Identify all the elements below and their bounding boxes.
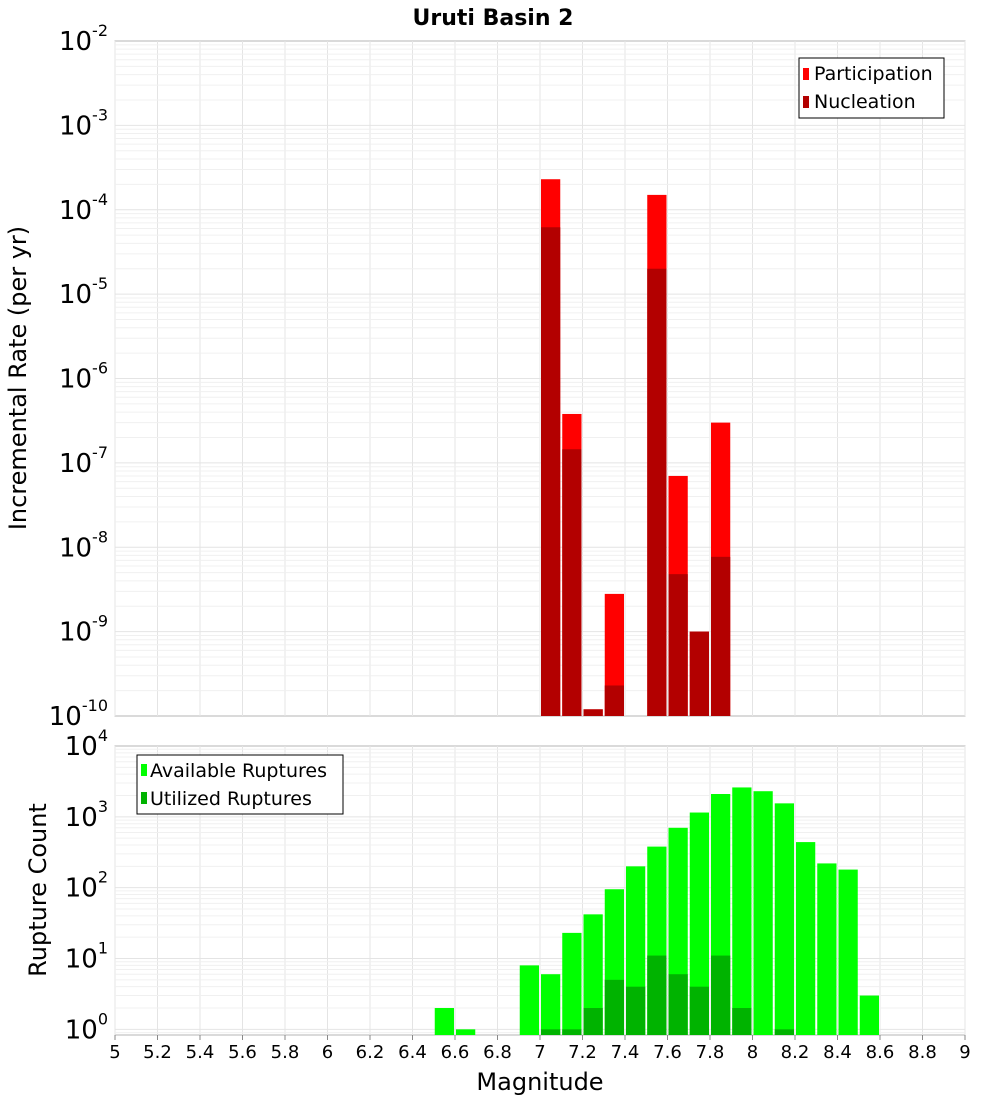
bottom-y-axis-label: Rupture Count bbox=[24, 803, 52, 977]
bot-bar-utilized-ruptures bbox=[732, 1008, 752, 1035]
top-legend: Participation Nucleation bbox=[798, 57, 945, 119]
x-tick-label: 7.6 bbox=[653, 1042, 682, 1063]
x-ticks: 5 5.2 5.4 5.6 5.8 6 6.2 6.4 6.6 6.8 7 7.2 7.4 7.6 7.8 8… bbox=[109, 1035, 971, 1063]
bot-bar-available-ruptures bbox=[732, 787, 752, 1035]
bot-bar-available-ruptures bbox=[838, 869, 858, 1035]
x-tick-label: 6.4 bbox=[398, 1042, 427, 1063]
bot-bar-available-ruptures bbox=[434, 1008, 454, 1035]
top-bar-nucleation bbox=[541, 227, 561, 716]
bottom-legend: Available Ruptures Utilized Ruptures bbox=[136, 754, 344, 815]
x-tick-label: 8.8 bbox=[908, 1042, 937, 1063]
legend-swatch-utilized bbox=[141, 792, 147, 804]
x-tick-label: 6 bbox=[322, 1042, 333, 1063]
top-bar-nucleation bbox=[711, 556, 731, 716]
bot-bar-utilized-ruptures bbox=[583, 1008, 603, 1035]
bot-bar-utilized-ruptures bbox=[541, 1029, 561, 1035]
x-tick-label: 7 bbox=[534, 1042, 545, 1063]
chart-title: Uruti Basin 2 bbox=[413, 6, 574, 31]
legend-label-nucleation: Nucleation bbox=[814, 91, 916, 113]
bot-bar-available-ruptures bbox=[583, 914, 603, 1035]
legend-label-participation: Participation bbox=[814, 63, 933, 85]
x-tick-label: 7.8 bbox=[696, 1042, 725, 1063]
x-tick-label: 5.4 bbox=[186, 1042, 215, 1063]
bot-bar-available-ruptures bbox=[541, 974, 561, 1035]
y-tick-label: 102 bbox=[65, 868, 108, 904]
x-tick-label: 6.2 bbox=[356, 1042, 385, 1063]
bot-bar-available-ruptures bbox=[859, 995, 879, 1035]
bot-bar-available-ruptures bbox=[774, 803, 794, 1035]
x-tick-label: 7.4 bbox=[611, 1042, 640, 1063]
top-bar-nucleation bbox=[668, 574, 688, 716]
x-tick-label: 5.8 bbox=[271, 1042, 300, 1063]
y-tick-label: 101 bbox=[65, 939, 108, 975]
y-tick-label: 10-6 bbox=[59, 359, 108, 395]
top-bar-nucleation bbox=[689, 631, 709, 716]
legend-swatch-participation bbox=[803, 68, 809, 80]
x-tick-label: 9 bbox=[959, 1042, 970, 1063]
top-bar-nucleation bbox=[647, 268, 667, 716]
y-tick-label: 10-9 bbox=[59, 612, 108, 648]
y-tick-label: 10-3 bbox=[59, 105, 108, 141]
y-tick-label: 10-10 bbox=[49, 696, 108, 732]
y-tick-label: 10-8 bbox=[59, 527, 108, 563]
x-tick-label: 8.4 bbox=[823, 1042, 852, 1063]
legend-label-utilized: Utilized Ruptures bbox=[150, 788, 312, 810]
y-tick-label: 10-5 bbox=[59, 274, 108, 310]
bot-bar-utilized-ruptures bbox=[604, 979, 624, 1035]
legend-swatch-available bbox=[141, 764, 147, 776]
top-y-ticks: 10-10 10-9 10-8 10-7 10-6 10-5 10-4 10-3 10-2 bbox=[49, 21, 108, 732]
x-tick-label: 6.8 bbox=[483, 1042, 512, 1063]
bot-bar-available-ruptures bbox=[689, 812, 709, 1035]
legend-label-available: Available Ruptures bbox=[150, 760, 327, 782]
x-tick-label: 6.6 bbox=[441, 1042, 470, 1063]
x-tick-label: 5.2 bbox=[143, 1042, 172, 1063]
top-gridlines bbox=[114, 41, 966, 716]
bot-bar-utilized-ruptures bbox=[562, 1029, 582, 1035]
y-tick-label: 104 bbox=[65, 726, 108, 762]
y-tick-label: 10-7 bbox=[59, 443, 108, 479]
x-axis-label: Magnitude bbox=[476, 1068, 603, 1096]
bot-bar-utilized-ruptures bbox=[711, 955, 731, 1035]
bot-bar-available-ruptures bbox=[796, 842, 816, 1035]
bot-bar-available-ruptures bbox=[562, 932, 582, 1035]
y-tick-label: 10-2 bbox=[59, 21, 108, 57]
top-bars bbox=[541, 179, 731, 716]
x-tick-label: 8 bbox=[747, 1042, 758, 1063]
y-tick-label: 10-4 bbox=[59, 190, 108, 226]
x-tick-label: 5.6 bbox=[228, 1042, 257, 1063]
x-tick-label: 7.2 bbox=[568, 1042, 597, 1063]
x-tick-label: 8.2 bbox=[781, 1042, 810, 1063]
top-bar-nucleation bbox=[562, 449, 582, 716]
bot-bar-utilized-ruptures bbox=[668, 974, 688, 1035]
top-bar-nucleation bbox=[604, 685, 624, 716]
bot-bar-utilized-ruptures bbox=[774, 1029, 794, 1035]
x-tick-label: 5 bbox=[109, 1042, 120, 1063]
bot-bar-utilized-ruptures bbox=[689, 986, 709, 1035]
top-bar-participation bbox=[604, 593, 624, 716]
bottom-bars bbox=[434, 787, 879, 1035]
y-tick-label: 103 bbox=[65, 797, 108, 833]
x-tick-label: 8.6 bbox=[866, 1042, 895, 1063]
bot-bar-available-ruptures bbox=[456, 1029, 476, 1035]
bot-bar-available-ruptures bbox=[519, 965, 539, 1035]
top-y-axis-label: Incremental Rate (per yr) bbox=[4, 226, 32, 530]
legend-swatch-nucleation bbox=[803, 96, 809, 108]
bot-bar-available-ruptures bbox=[817, 863, 837, 1035]
bot-bar-utilized-ruptures bbox=[626, 986, 646, 1035]
top-bar-nucleation bbox=[583, 709, 603, 716]
bot-bar-available-ruptures bbox=[753, 791, 773, 1035]
bottom-y-ticks: 100 101 102 103 104 bbox=[65, 726, 108, 1045]
bot-bar-utilized-ruptures bbox=[647, 955, 667, 1035]
y-tick-label: 100 bbox=[65, 1009, 108, 1045]
